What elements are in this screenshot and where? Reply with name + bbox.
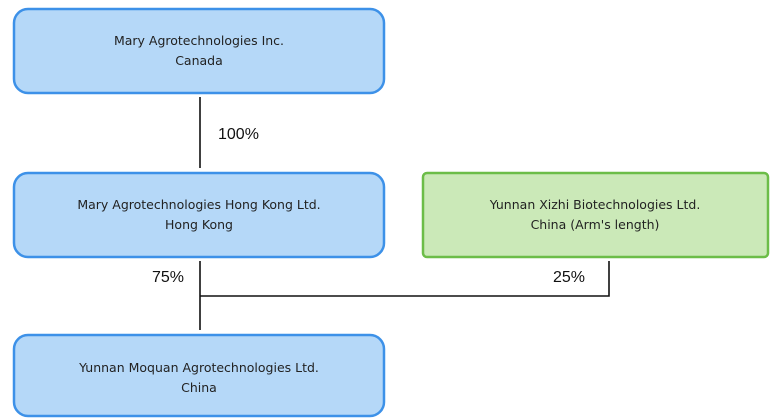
edge-label: 25% bbox=[553, 269, 585, 286]
edge-label: 100% bbox=[218, 126, 259, 143]
connector bbox=[200, 261, 610, 297]
node-name: Yunnan Xizhi Biotechnologies Ltd. bbox=[489, 197, 701, 212]
node-location: Canada bbox=[175, 53, 223, 68]
edge-label: 75% bbox=[152, 269, 184, 286]
node-location: Hong Kong bbox=[165, 217, 233, 232]
node-name: Mary Agrotechnologies Inc. bbox=[114, 33, 284, 48]
node-box bbox=[12, 333, 386, 418]
node-name: Mary Agrotechnologies Hong Kong Ltd. bbox=[77, 197, 320, 212]
node-name: Yunnan Moquan Agrotechnologies Ltd. bbox=[78, 360, 319, 375]
node-location: China (Arm's length) bbox=[531, 217, 660, 232]
node-location: China bbox=[181, 380, 217, 395]
node-box bbox=[12, 171, 386, 259]
node-box bbox=[12, 7, 386, 95]
node-box bbox=[421, 171, 770, 259]
